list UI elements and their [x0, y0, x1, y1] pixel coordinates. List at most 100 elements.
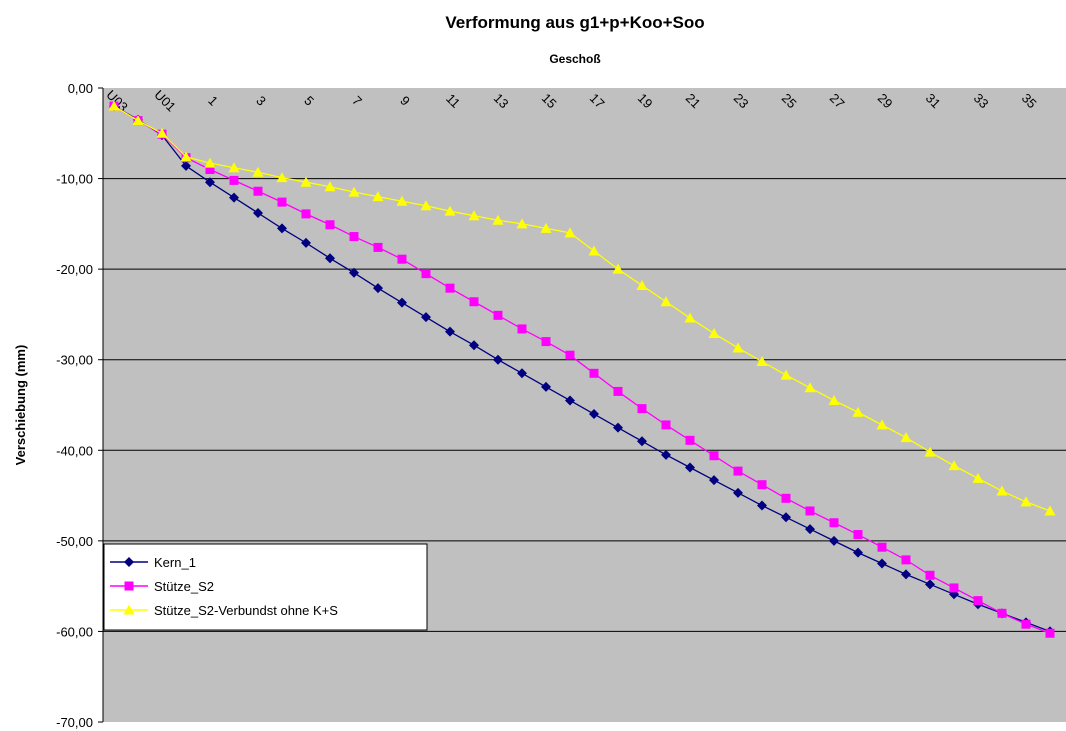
data-point — [829, 518, 839, 528]
data-point — [229, 192, 239, 203]
data-point — [324, 181, 336, 192]
y-tick-label: -10,00 — [56, 172, 93, 187]
y-tick-label: -40,00 — [56, 443, 93, 458]
data-point — [301, 209, 311, 219]
data-point — [805, 524, 815, 535]
data-point — [828, 394, 840, 405]
legend-item: Stütze_S2-Verbundst ohne K+S — [110, 603, 338, 618]
data-point — [541, 337, 551, 347]
data-point — [349, 267, 359, 278]
data-point — [277, 197, 287, 207]
data-point — [445, 326, 455, 337]
legend: Kern_1 Stütze_S2 Stütze_S2-Verbundst ohne … — [103, 543, 428, 631]
data-point — [709, 475, 719, 486]
data-point — [108, 100, 120, 111]
data-point — [757, 500, 767, 511]
data-point — [468, 210, 480, 221]
data-point — [685, 462, 695, 473]
gridlines — [103, 178, 1066, 632]
data-point — [900, 432, 912, 443]
data-point — [325, 220, 335, 230]
data-point — [540, 222, 552, 233]
data-point — [780, 369, 792, 380]
series-line — [113, 105, 1051, 634]
data-point — [205, 165, 215, 175]
data-point — [781, 512, 791, 523]
data-point — [852, 406, 864, 417]
data-point — [612, 263, 624, 274]
data-point — [853, 530, 863, 540]
data-point — [565, 395, 575, 406]
data-point — [253, 186, 263, 196]
data-point — [124, 581, 134, 591]
data-point — [517, 324, 527, 334]
data-point — [589, 409, 599, 420]
data-point — [396, 195, 408, 206]
data-point — [685, 435, 695, 445]
data-point — [756, 356, 768, 367]
data-point — [123, 604, 135, 615]
data-point — [1021, 619, 1031, 629]
data-point — [301, 237, 311, 248]
data-point — [877, 558, 887, 569]
data-point — [733, 487, 743, 498]
data-point — [492, 214, 504, 225]
chart-subtitle: Geschoß — [549, 52, 600, 66]
data-point — [397, 297, 407, 308]
data-point — [124, 557, 134, 567]
data-point — [421, 269, 431, 279]
data-point — [660, 296, 672, 307]
data-point — [229, 175, 239, 185]
data-point — [709, 451, 719, 461]
legend-label: Kern_1 — [154, 555, 196, 570]
data-point — [541, 381, 551, 392]
data-point — [180, 151, 192, 162]
data-point — [156, 127, 168, 138]
data-point — [733, 466, 743, 476]
series-line — [113, 105, 1051, 512]
data-point — [181, 160, 191, 171]
y-tick-label: -20,00 — [56, 262, 93, 277]
data-point — [925, 579, 935, 590]
data-point — [805, 506, 815, 516]
data-point — [252, 166, 264, 177]
data-point — [949, 583, 959, 593]
data-point — [877, 542, 887, 552]
data-point — [973, 596, 983, 606]
data-point — [804, 382, 816, 393]
data-point — [588, 245, 600, 256]
legend-item: Stütze_S2 — [110, 579, 214, 594]
data-point — [132, 115, 144, 126]
y-axis-label: Verschiebung (mm) — [13, 345, 28, 466]
data-point — [1044, 505, 1056, 516]
data-point — [613, 386, 623, 396]
data-point — [757, 480, 767, 490]
data-point — [348, 186, 360, 197]
data-point — [469, 340, 479, 351]
data-point — [924, 446, 936, 457]
series-line — [113, 105, 1051, 633]
data-point — [253, 207, 263, 218]
data-point — [613, 422, 623, 433]
data-point — [420, 200, 432, 211]
data-point — [300, 176, 312, 187]
data-point — [373, 283, 383, 294]
y-tick-label: -50,00 — [56, 534, 93, 549]
data-point — [1020, 496, 1032, 507]
y-tick-label: -30,00 — [56, 353, 93, 368]
data-point — [829, 535, 839, 546]
data-point — [637, 404, 647, 414]
data-point — [589, 368, 599, 378]
data-point — [276, 172, 288, 183]
y-tick-label: -70,00 — [56, 715, 93, 730]
data-point — [901, 569, 911, 580]
data-point — [421, 312, 431, 323]
legend-label: Stütze_S2-Verbundst ohne K+S — [154, 603, 338, 618]
data-point — [373, 242, 383, 252]
data-point — [997, 608, 1007, 618]
legend-box — [103, 543, 428, 631]
y-axis: 0,00 -10,00 -20,00 -30,00 -40,00 -50,00 -60,00… — [56, 81, 104, 730]
data-point — [661, 449, 671, 460]
data-point — [708, 327, 720, 338]
